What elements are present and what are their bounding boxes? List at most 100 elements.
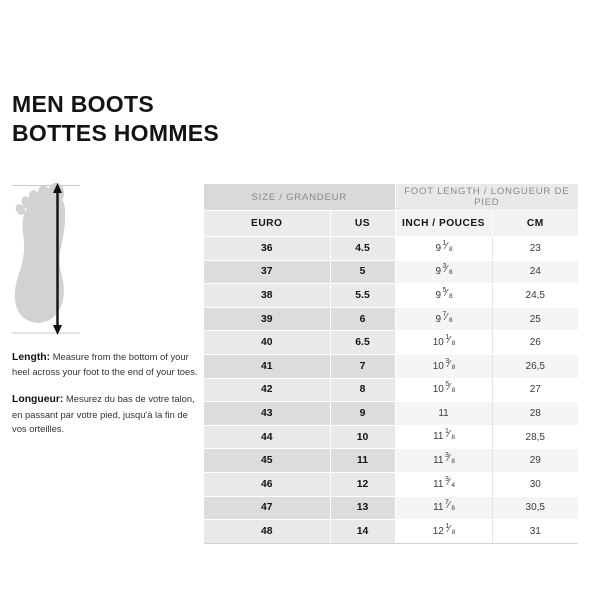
fraction: 1 ⁄ 8 bbox=[442, 239, 453, 253]
instruction-en-label: Length: bbox=[12, 352, 51, 363]
cell-us: 10 bbox=[329, 425, 396, 450]
fraction: 3 ⁄ 8 bbox=[442, 263, 453, 277]
cell-cm: 30 bbox=[491, 472, 579, 497]
table-row: 36 4.5 9 1 ⁄ 8 23 bbox=[204, 236, 579, 261]
group-header-foot-length: FOOT LENGTH / LONGUEUR DE PIED bbox=[394, 184, 579, 211]
fraction: 3 ⁄ 4 bbox=[444, 475, 455, 489]
table-row: 41 7 10 3 ⁄ 8 26,5 bbox=[204, 354, 579, 379]
cell-euro: 44 bbox=[204, 425, 330, 450]
cell-cm: 28,5 bbox=[491, 425, 579, 450]
table-row: 46 12 11 3 ⁄ 4 30 bbox=[204, 472, 579, 497]
table-row: 40 6.5 10 1 ⁄ 8 26 bbox=[204, 330, 579, 355]
foot-length-measurement-diagram bbox=[8, 178, 188, 340]
instruction-fr-label: Longueur: bbox=[12, 394, 64, 406]
cell-inch: 11 bbox=[394, 401, 493, 426]
table-row: 48 14 12 1 ⁄ 8 31 bbox=[204, 519, 579, 544]
title-line-en: MEN BOOTS bbox=[12, 91, 154, 117]
cell-cm: 24 bbox=[491, 260, 579, 285]
table-row: 42 8 10 5 ⁄ 8 27 bbox=[204, 378, 579, 403]
fraction: 7 ⁄ 8 bbox=[442, 310, 453, 324]
cell-euro: 37 bbox=[204, 260, 330, 285]
cell-euro: 36 bbox=[204, 236, 330, 261]
group-header-size: SIZE / GRANDEUR bbox=[204, 184, 396, 211]
cell-inch: 11 3 ⁄ 8 bbox=[394, 448, 493, 473]
cell-euro: 42 bbox=[204, 378, 330, 403]
cell-us: 13 bbox=[329, 496, 396, 521]
cell-euro: 38 bbox=[204, 283, 330, 308]
cell-inch: 12 1 ⁄ 8 bbox=[394, 519, 493, 544]
page-title: MEN BOOTS BOTTES HOMMES bbox=[12, 90, 432, 148]
fraction: 5 ⁄ 8 bbox=[445, 381, 456, 395]
table-row: 44 10 11 1 ⁄ 8 28,5 bbox=[204, 425, 579, 450]
instruction-fr-text: Mesurez du bas de votre talon, en passan… bbox=[12, 393, 195, 434]
table-row: 47 13 11 7 ⁄ 8 30,5 bbox=[204, 496, 579, 521]
table-body: 36 4.5 9 1 ⁄ 8 23 37 5 9 3 ⁄ 8 24 38 5.5 9 5 ⁄ 8 24,5 39 6 9 7 ⁄ 8… bbox=[204, 236, 579, 544]
fraction: 1 ⁄ 8 bbox=[444, 428, 455, 442]
cell-us: 4.5 bbox=[329, 236, 396, 261]
table-row: 43 9 11 28 bbox=[204, 401, 579, 426]
table-head: SIZE / GRANDEUR FOOT LENGTH / LONGUEUR D… bbox=[204, 184, 579, 237]
cell-euro: 46 bbox=[204, 472, 330, 497]
cell-us: 11 bbox=[329, 448, 396, 473]
cell-cm: 23 bbox=[491, 236, 579, 261]
cell-inch: 10 1 ⁄ 8 bbox=[394, 330, 493, 355]
group-header-row: SIZE / GRANDEUR FOOT LENGTH / LONGUEUR D… bbox=[204, 184, 579, 211]
cell-euro: 41 bbox=[204, 354, 330, 379]
cell-us: 9 bbox=[329, 401, 396, 426]
fraction: 5 ⁄ 8 bbox=[442, 286, 453, 300]
instruction-en: Length: Measure from the bottom of your … bbox=[12, 350, 204, 379]
cell-euro: 47 bbox=[204, 496, 330, 521]
cell-cm: 25 bbox=[491, 307, 579, 332]
cell-inch: 9 1 ⁄ 8 bbox=[394, 236, 493, 261]
cell-cm: 24,5 bbox=[491, 283, 579, 308]
cell-inch: 9 7 ⁄ 8 bbox=[394, 307, 493, 332]
cell-euro: 43 bbox=[204, 401, 330, 426]
cell-cm: 26,5 bbox=[491, 354, 579, 379]
cell-us: 6 bbox=[329, 307, 396, 332]
measurement-instructions: Length: Measure from the bottom of your … bbox=[12, 350, 204, 436]
column-header-row: EURO US INCH / POUCES CM bbox=[204, 210, 579, 237]
instruction-fr: Longueur: Mesurez du bas de votre talon,… bbox=[12, 392, 204, 436]
cell-euro: 39 bbox=[204, 307, 330, 332]
column-header-euro: EURO bbox=[204, 210, 330, 237]
cell-us: 7 bbox=[329, 354, 396, 379]
cell-us: 6.5 bbox=[329, 330, 396, 355]
cell-euro: 40 bbox=[204, 330, 330, 355]
cell-us: 8 bbox=[329, 378, 396, 403]
table-row: 37 5 9 3 ⁄ 8 24 bbox=[204, 260, 579, 285]
cell-euro: 45 bbox=[204, 448, 330, 473]
cell-inch: 9 5 ⁄ 8 bbox=[394, 283, 493, 308]
cell-inch: 11 7 ⁄ 8 bbox=[394, 496, 493, 521]
cell-cm: 29 bbox=[491, 448, 579, 473]
cell-inch: 11 3 ⁄ 4 bbox=[394, 472, 493, 497]
foot-silhouette-icon bbox=[12, 182, 80, 335]
column-header-cm: CM bbox=[491, 210, 579, 237]
fraction: 7 ⁄ 8 bbox=[444, 499, 455, 513]
table-row: 38 5.5 9 5 ⁄ 8 24,5 bbox=[204, 283, 579, 308]
table-row: 45 11 11 3 ⁄ 8 29 bbox=[204, 448, 579, 473]
cell-cm: 31 bbox=[491, 519, 579, 544]
cell-inch: 10 3 ⁄ 8 bbox=[394, 354, 493, 379]
cell-cm: 28 bbox=[491, 401, 579, 426]
table-row: 39 6 9 7 ⁄ 8 25 bbox=[204, 307, 579, 332]
cell-us: 12 bbox=[329, 472, 396, 497]
title-line-fr: BOTTES HOMMES bbox=[12, 120, 220, 146]
fraction: 3 ⁄ 8 bbox=[444, 452, 455, 466]
cell-inch: 9 3 ⁄ 8 bbox=[394, 260, 493, 285]
cell-us: 5.5 bbox=[329, 283, 396, 308]
fraction: 1 ⁄ 8 bbox=[445, 334, 456, 348]
size-chart-table: SIZE / GRANDEUR FOOT LENGTH / LONGUEUR D… bbox=[204, 184, 579, 544]
column-header-us: US bbox=[329, 210, 396, 237]
measurement-arrow-icon bbox=[53, 183, 62, 335]
cell-us: 14 bbox=[329, 519, 396, 544]
column-header-inch: INCH / POUCES bbox=[394, 210, 493, 237]
cell-inch: 11 1 ⁄ 8 bbox=[394, 425, 493, 450]
fraction: 3 ⁄ 8 bbox=[445, 357, 456, 371]
cell-cm: 26 bbox=[491, 330, 579, 355]
fraction: 1 ⁄ 8 bbox=[445, 522, 456, 536]
cell-cm: 27 bbox=[491, 378, 579, 403]
cell-inch: 10 5 ⁄ 8 bbox=[394, 378, 493, 403]
cell-euro: 48 bbox=[204, 519, 330, 544]
instruction-en-text: Measure from the bottom of your heel acr… bbox=[12, 351, 198, 378]
cell-us: 5 bbox=[329, 260, 396, 285]
